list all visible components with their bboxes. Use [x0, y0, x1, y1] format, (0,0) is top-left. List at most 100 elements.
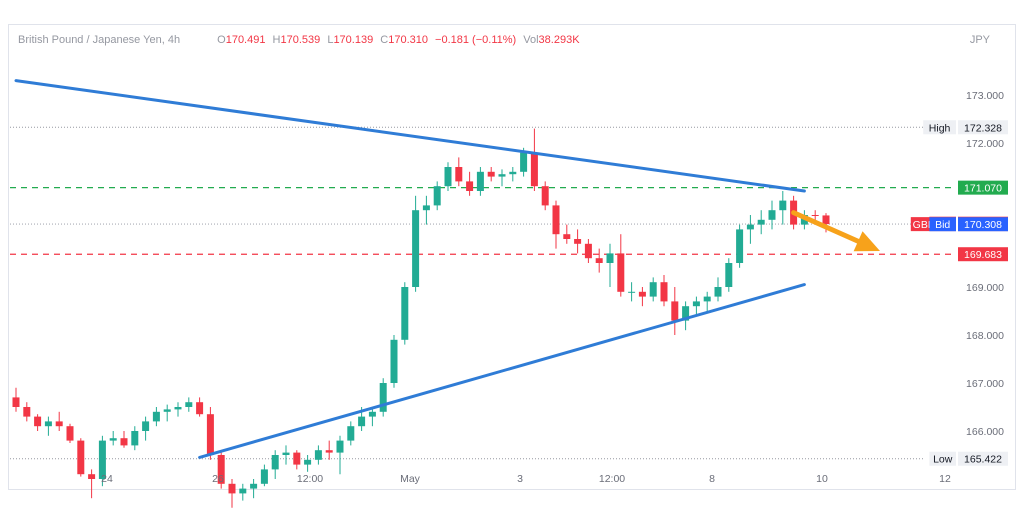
candle-body: [584, 243, 592, 259]
candle-body: [779, 200, 787, 211]
y-tick-label: 172.000: [966, 138, 1004, 150]
candle-body: [152, 411, 160, 422]
high-value: 170.539: [280, 34, 321, 46]
price-tag-label-bg: [929, 217, 956, 232]
x-tick-label: 12:00: [599, 473, 625, 485]
candle-body: [746, 224, 754, 230]
candle-body: [293, 452, 301, 465]
x-tick-label: 12: [939, 473, 951, 485]
candle-body: [260, 469, 268, 484]
candle-body: [358, 416, 366, 427]
candle-body: [131, 431, 139, 446]
candle-body: [109, 438, 117, 441]
candle-body: [530, 152, 538, 187]
open-value: 170.491: [225, 34, 266, 46]
candle-body: [498, 174, 506, 177]
candle-body: [725, 263, 733, 287]
candle-body: [682, 306, 690, 321]
price-tag-bg: [958, 217, 1008, 232]
x-tick-label: May: [400, 473, 421, 485]
price-tag-value: 171.070: [964, 183, 1002, 195]
candle-body: [660, 282, 668, 302]
price-tag-label: Bid: [935, 219, 950, 231]
candle-body: [314, 450, 322, 460]
currency-label: JPY: [969, 34, 990, 46]
volume-value: 38.293K: [538, 34, 580, 46]
candle-body: [239, 488, 247, 494]
price-tag-value: 165.422: [964, 454, 1002, 466]
candle-body: [736, 229, 744, 263]
candle-body: [487, 171, 495, 177]
candle-body: [466, 181, 474, 191]
candle-body: [606, 253, 614, 263]
candle-body: [617, 253, 625, 292]
close-value: 170.310: [388, 34, 428, 46]
candle-body: [336, 440, 344, 453]
candle-body: [347, 426, 355, 441]
candle-body: [12, 397, 20, 407]
candle-body: [217, 455, 225, 484]
x-tick-label: 10: [816, 473, 828, 485]
price-tag-label-bg: [923, 120, 956, 135]
candle-body: [541, 186, 549, 206]
candle-body: [379, 383, 387, 412]
x-tick-label: 12:00: [297, 473, 323, 485]
candle-body: [422, 205, 430, 211]
candle-body: [757, 219, 765, 225]
candle-body: [163, 409, 171, 412]
candle-body: [304, 459, 312, 465]
chart-legend: British Pound / Japanese Yen, 4h O170.49…: [18, 34, 584, 46]
candle-body: [77, 440, 85, 475]
candle-body: [628, 291, 636, 293]
candle-body: [520, 152, 528, 172]
candle-body: [433, 186, 441, 206]
candle-body: [671, 301, 679, 321]
price-tag-label: Low: [933, 454, 953, 466]
trendline-lower: [198, 283, 806, 459]
low-value: 170.139: [333, 34, 374, 46]
candle-body: [98, 440, 106, 479]
candle-body: [228, 483, 236, 494]
candle-body: [811, 215, 819, 216]
candle-body: [120, 438, 128, 446]
candle-body: [768, 210, 776, 220]
open-key: O: [217, 34, 226, 46]
arrow-head: [853, 231, 880, 252]
candle-body: [174, 407, 182, 410]
candle-body: [88, 474, 96, 479]
candle-body: [412, 210, 420, 287]
candle-body: [368, 411, 376, 417]
candle-body: [44, 421, 52, 427]
low-key: L: [327, 34, 334, 46]
candle-body: [703, 296, 711, 302]
candle-body: [390, 339, 398, 383]
candle-body: [196, 402, 204, 415]
candle-body: [66, 426, 74, 441]
y-tick-label: 169.000: [966, 282, 1004, 294]
close-key: C: [380, 34, 389, 46]
candle-body: [185, 402, 193, 407]
high-key: H: [272, 34, 281, 46]
price-tag-bg: [958, 247, 1008, 262]
y-tick-label: 173.000: [966, 90, 1004, 102]
price-tag-bg: [958, 120, 1008, 135]
price-tag-label-bg: [929, 451, 956, 466]
x-tick-label: 3: [517, 473, 523, 485]
candle-body: [552, 205, 560, 235]
volume-key: Vol: [523, 34, 539, 46]
x-tick-label: 24: [101, 473, 113, 485]
price-tag-bg: [958, 180, 1008, 195]
price-tag-label: High: [929, 122, 951, 134]
candle-body: [401, 287, 409, 340]
y-tick-label: 167.000: [966, 378, 1004, 390]
arrow-shaft: [791, 210, 861, 244]
candle-body: [55, 421, 63, 427]
candle-body: [206, 414, 214, 455]
x-tick-label: 8: [709, 473, 715, 485]
price-tag-value: 170.308: [964, 219, 1002, 231]
price-tag-value: 172.328: [964, 122, 1002, 134]
candle-body: [509, 171, 517, 175]
candle-body: [271, 455, 279, 470]
price-tag-bg: [958, 451, 1008, 466]
